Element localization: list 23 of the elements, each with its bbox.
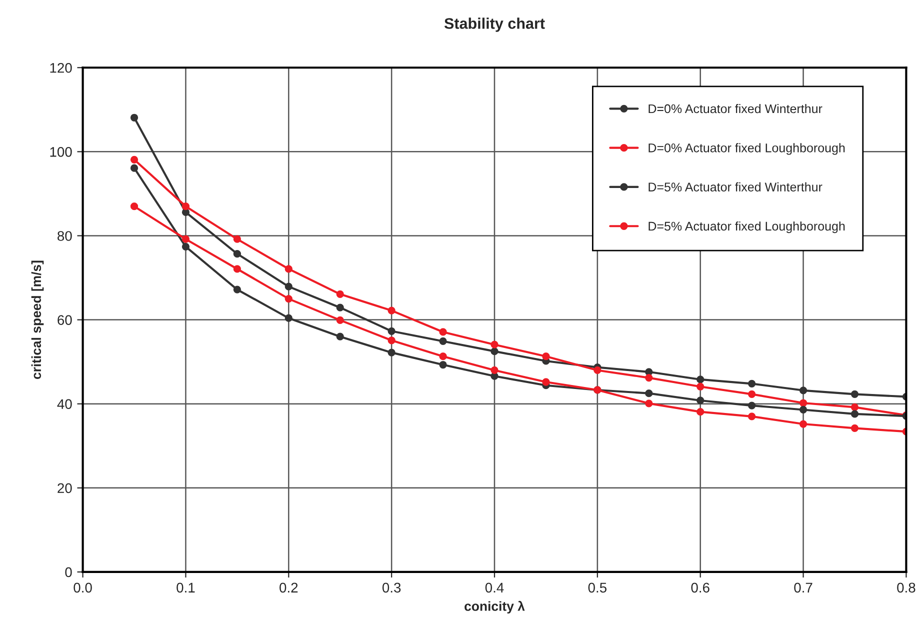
x-axis-title: conicity λ (464, 600, 525, 614)
legend-label: D=5% Actuator fixed Winterthur (648, 182, 822, 192)
legend-label: D=5% Actuator fixed Loughborough (648, 221, 845, 234)
x-tick-label: 0.6 (691, 582, 710, 593)
x-tick-label: 0.0 (74, 582, 92, 593)
x-tick-label: 0.5 (588, 582, 606, 593)
y-axis-title: critical speed [m/s] (31, 260, 44, 380)
x-tick-label: 0.3 (382, 582, 401, 593)
legend-label: D=0% Actuator fixed Winterthur (648, 104, 822, 114)
y-tick-label: 120 (50, 62, 72, 73)
y-tick-label: 60 (58, 315, 72, 325)
legend-label: D=0% Actuator fixed Loughborough (648, 143, 845, 155)
x-tick-label: 0.8 (897, 582, 916, 593)
x-tick-label: 0.1 (176, 582, 195, 593)
y-tick-label: 0 (65, 567, 72, 578)
y-tick-label: 100 (50, 147, 72, 157)
chart-title: Stability chart (444, 18, 545, 32)
x-tick-label: 0.7 (794, 582, 812, 593)
y-tick-label: 40 (57, 399, 72, 410)
y-tick-label: 80 (58, 231, 72, 241)
y-tick-label: 20 (58, 483, 72, 494)
x-tick-label: 0.4 (485, 582, 504, 593)
x-tick-label: 0.2 (280, 582, 298, 593)
